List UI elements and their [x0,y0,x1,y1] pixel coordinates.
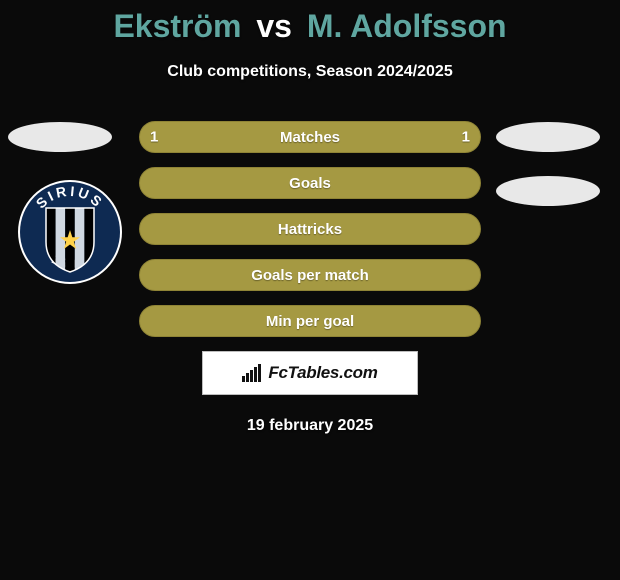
stat-label: Matches [280,129,340,146]
stat-value-right: 1 [462,129,470,146]
bars-icon [242,364,264,382]
brand-box: FcTables.com [202,351,418,395]
stat-label: Goals per match [251,267,369,284]
footer-date: 19 february 2025 [0,417,620,435]
page-title: Ekström vs M. Adolfsson [0,0,620,45]
player2-name: M. Adolfsson [307,8,507,44]
placeholder-ellipse [8,122,112,152]
stat-row-matches: 1 Matches 1 [139,121,481,153]
club-badge: SIRIUS 1907 [18,180,122,284]
placeholder-ellipse [496,176,600,206]
subtitle: Club competitions, Season 2024/2025 [0,63,620,81]
vs-label: vs [256,8,292,44]
stat-row-min-per-goal: Min per goal [139,305,481,337]
stat-label: Goals [289,175,331,192]
stat-row-goals-per-match: Goals per match [139,259,481,291]
placeholder-ellipse [496,122,600,152]
stat-row-goals: Goals [139,167,481,199]
player1-name: Ekström [113,8,241,44]
brand-text: FcTables.com [268,363,377,383]
stat-label: Hattricks [278,221,342,238]
stat-value-left: 1 [150,129,158,146]
stat-row-hattricks: Hattricks [139,213,481,245]
stat-label: Min per goal [266,313,354,330]
club-badge-icon: SIRIUS 1907 [18,180,122,284]
